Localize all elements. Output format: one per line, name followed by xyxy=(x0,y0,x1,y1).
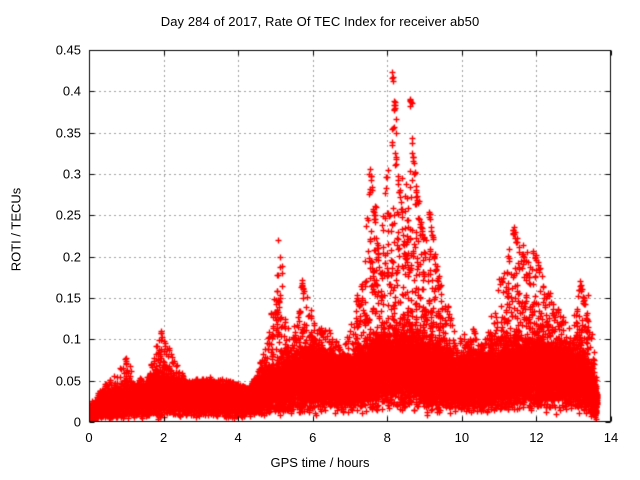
y-tick-label: 0.05 xyxy=(55,373,81,389)
x-tick-label: 0 xyxy=(85,430,93,445)
y-axis-label: ROTI / TECUs xyxy=(8,187,24,272)
x-tick-label: 8 xyxy=(383,430,391,445)
x-tick-label: 2 xyxy=(159,430,168,445)
y-tick-label: 0.45 xyxy=(55,42,81,58)
y-tick-label: 0.35 xyxy=(55,125,81,141)
y-tick-label: 0.2 xyxy=(62,249,81,265)
x-tick-label: 10 xyxy=(454,430,470,445)
x-tick-label: 4 xyxy=(234,430,242,445)
y-tick-label: 0.1 xyxy=(62,331,81,347)
x-axis-label: GPS time / hours xyxy=(270,455,370,470)
y-tick-label: 0.25 xyxy=(55,207,81,223)
x-tick-label: 12 xyxy=(529,430,544,445)
y-tick-label: 0.3 xyxy=(62,166,81,182)
y-tick-label: 0 xyxy=(73,414,81,430)
y-tick-label: 0.15 xyxy=(55,290,81,306)
y-tick-label: 0.4 xyxy=(62,83,81,99)
x-tick-label: 14 xyxy=(603,430,619,445)
x-tick-label: 6 xyxy=(309,430,317,445)
